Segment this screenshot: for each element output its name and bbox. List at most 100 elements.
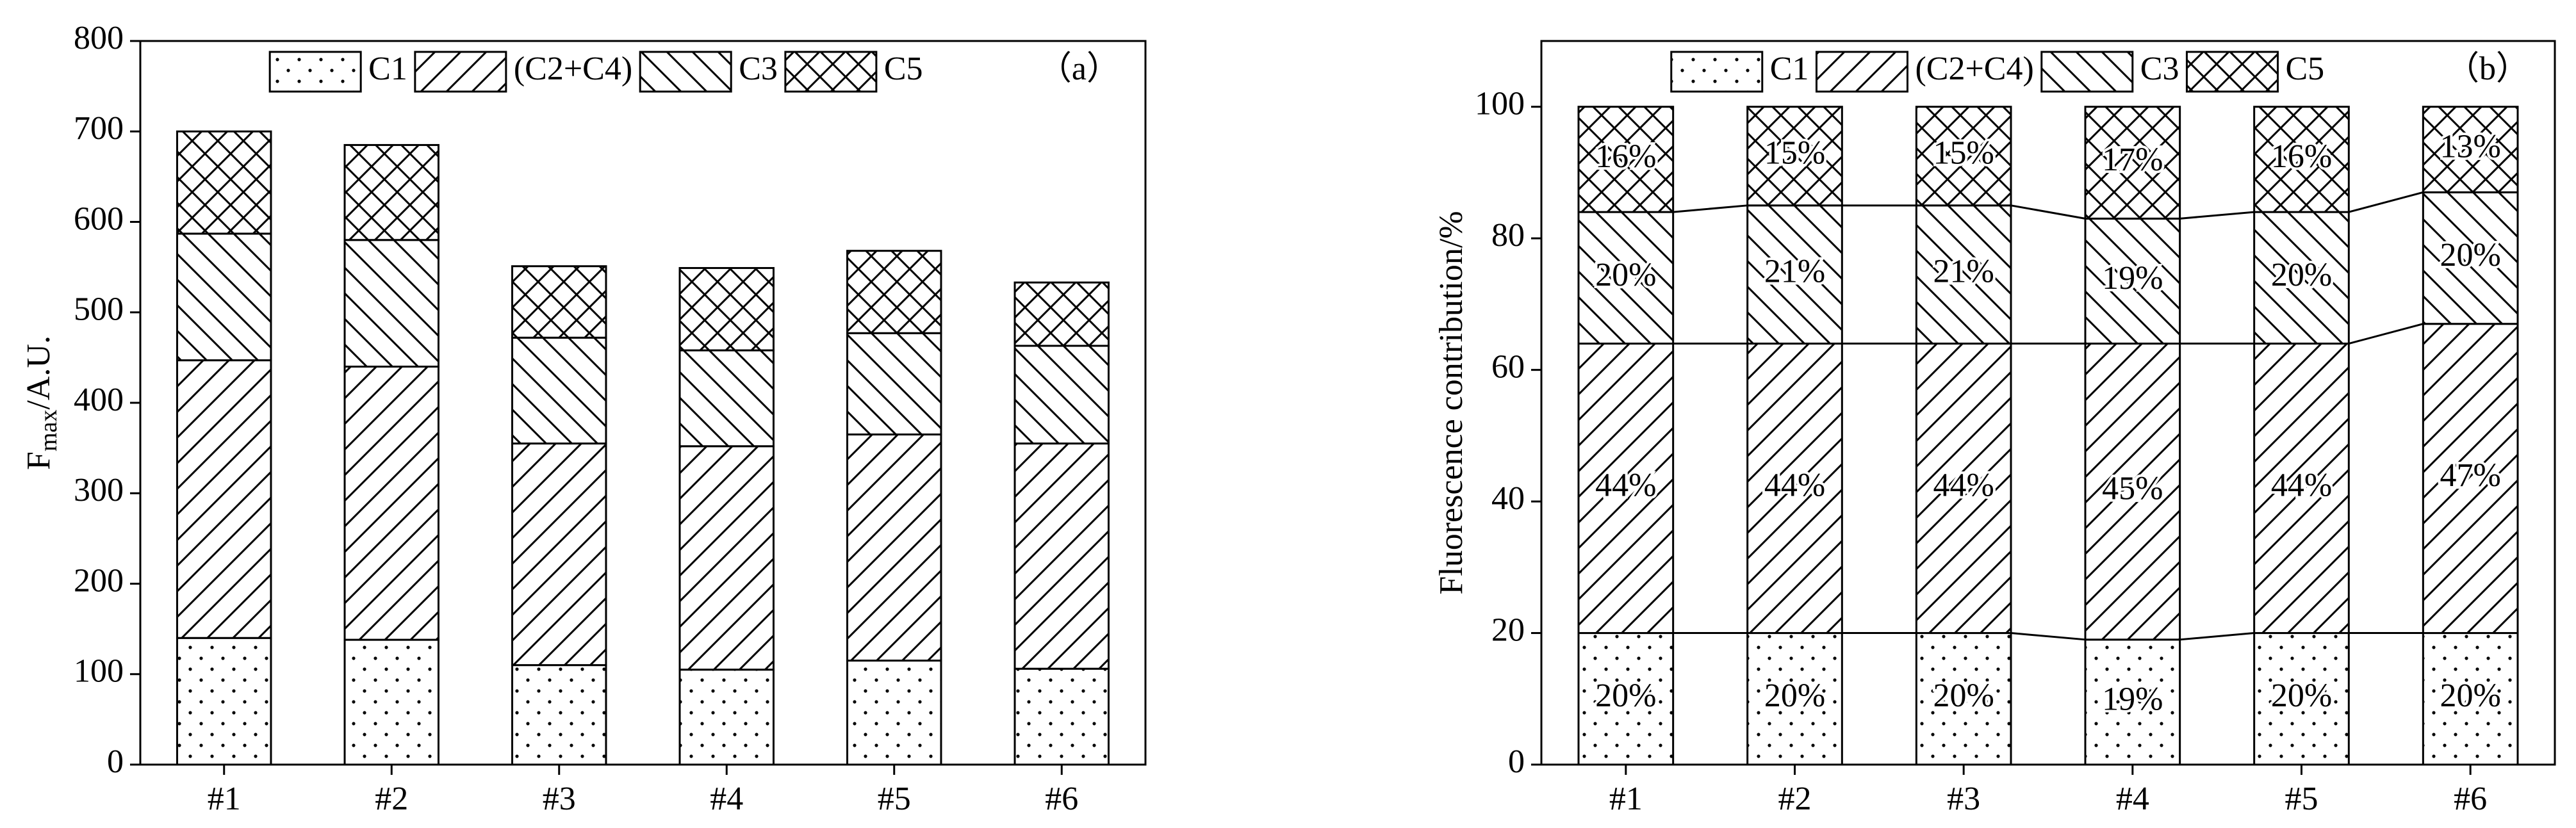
bar-segment bbox=[678, 349, 775, 448]
bar-segment bbox=[2422, 632, 2519, 766]
value-label: 47% bbox=[2440, 457, 2501, 494]
value-label: 20% bbox=[2440, 678, 2501, 714]
x-tick-label: #4 bbox=[710, 781, 743, 817]
x-tick-label: #6 bbox=[1045, 781, 1078, 817]
y-axis-label: Fluorescence contribution/% bbox=[1433, 211, 1470, 594]
y-tick-label: 400 bbox=[74, 382, 124, 418]
y-tick-label: 40 bbox=[1491, 480, 1525, 517]
bar-segment bbox=[1013, 667, 1110, 766]
bar-segment bbox=[1577, 211, 1675, 345]
bar-segment bbox=[2253, 211, 2350, 345]
bar-segment bbox=[1746, 204, 1843, 345]
bar-segment bbox=[678, 445, 775, 671]
bar-segment bbox=[511, 336, 607, 445]
y-tick-label: 20 bbox=[1491, 612, 1525, 648]
legend-swatch bbox=[414, 51, 507, 93]
bar-segment bbox=[2084, 217, 2181, 345]
value-label: 20% bbox=[1764, 678, 1825, 714]
legend-swatch bbox=[1670, 51, 1764, 93]
bar-segment bbox=[1577, 632, 1675, 766]
panel-label: （a） bbox=[1038, 51, 1120, 87]
bar-segment bbox=[1915, 204, 2012, 345]
bar-segment bbox=[1577, 106, 1675, 213]
connector-line bbox=[2010, 632, 2086, 641]
bar-segment bbox=[846, 433, 942, 662]
value-label: 44% bbox=[1933, 467, 1994, 503]
connector-line bbox=[2348, 323, 2424, 345]
y-tick-label: 600 bbox=[74, 200, 124, 237]
bar-segment bbox=[176, 130, 272, 235]
value-label: 19% bbox=[2102, 260, 2163, 296]
y-tick-label: 0 bbox=[1508, 743, 1525, 780]
legend-label: C5 bbox=[2285, 51, 2324, 87]
y-tick-label: 300 bbox=[74, 472, 124, 508]
value-label: 44% bbox=[2271, 467, 2332, 503]
bar-segment bbox=[846, 250, 942, 334]
value-label: 21% bbox=[1933, 254, 1994, 290]
connector-line bbox=[2179, 632, 2254, 641]
y-tick-label: 100 bbox=[74, 653, 124, 690]
legend-swatch bbox=[2040, 51, 2134, 93]
value-label: 20% bbox=[2440, 237, 2501, 273]
value-label: 44% bbox=[1764, 467, 1825, 503]
connector-line bbox=[2010, 204, 2086, 220]
x-tick-label: #2 bbox=[375, 781, 408, 817]
bar-segment bbox=[176, 637, 272, 766]
bar-segment bbox=[1013, 442, 1110, 670]
y-label-rest: /A.U. bbox=[21, 336, 57, 410]
value-label: 17% bbox=[2102, 142, 2163, 178]
bar-segment bbox=[176, 232, 272, 362]
bar-segment bbox=[1746, 106, 1843, 207]
bar-segment bbox=[511, 664, 607, 766]
x-tick-label: #4 bbox=[2116, 781, 2149, 817]
bar-segment bbox=[2253, 343, 2350, 635]
y-tick-label: 500 bbox=[74, 291, 124, 328]
bar-segment bbox=[1915, 632, 2012, 766]
bar-segment bbox=[2422, 323, 2519, 635]
bar-segment bbox=[511, 265, 607, 339]
value-label: 45% bbox=[2102, 471, 2163, 507]
bar-segment bbox=[846, 332, 942, 435]
value-label: 15% bbox=[1933, 135, 1994, 172]
y-tick-label: 80 bbox=[1491, 217, 1525, 254]
value-label: 20% bbox=[2271, 257, 2332, 293]
bar-segment bbox=[2422, 106, 2519, 193]
bar-segment bbox=[343, 239, 439, 368]
x-tick-label: #2 bbox=[1778, 781, 1812, 817]
value-label: 44% bbox=[1595, 467, 1656, 503]
connector-line bbox=[2348, 191, 2424, 213]
value-label: 20% bbox=[1933, 678, 1994, 714]
y-label-sub: max bbox=[35, 410, 62, 451]
bar-segment bbox=[2253, 106, 2350, 213]
value-label: 15% bbox=[1764, 135, 1825, 172]
legend-swatch bbox=[2185, 51, 2279, 93]
bar-segment bbox=[343, 638, 439, 766]
bar-segment bbox=[511, 442, 607, 667]
value-label: 20% bbox=[1595, 257, 1656, 293]
value-label: 20% bbox=[2271, 678, 2332, 714]
value-label: 16% bbox=[1595, 138, 1656, 175]
x-tick-label: #3 bbox=[543, 781, 576, 817]
bar-segment bbox=[1746, 632, 1843, 766]
bar-segment bbox=[343, 143, 439, 241]
y-tick-label: 700 bbox=[74, 110, 124, 147]
legend-label: C3 bbox=[739, 51, 778, 87]
value-label: 20% bbox=[1595, 678, 1656, 714]
bar-segment bbox=[343, 366, 439, 641]
bar-segment bbox=[1915, 106, 2012, 207]
x-tick-label: #1 bbox=[1609, 781, 1643, 817]
bar-segment bbox=[1577, 343, 1675, 635]
bar-segment bbox=[846, 660, 942, 766]
x-tick-label: #1 bbox=[208, 781, 241, 817]
value-label: 16% bbox=[2271, 138, 2332, 175]
bar-segment bbox=[2084, 343, 2181, 641]
connector-line bbox=[1673, 204, 1748, 213]
value-label: 13% bbox=[2440, 128, 2501, 165]
y-tick-label: 200 bbox=[74, 562, 124, 599]
legend-label: C1 bbox=[368, 51, 407, 87]
bar-segment bbox=[176, 359, 272, 639]
x-tick-label: #5 bbox=[878, 781, 911, 817]
legend-swatch bbox=[1815, 51, 1908, 93]
legend-label: C1 bbox=[1770, 51, 1809, 87]
bar-segment bbox=[1915, 343, 2012, 635]
